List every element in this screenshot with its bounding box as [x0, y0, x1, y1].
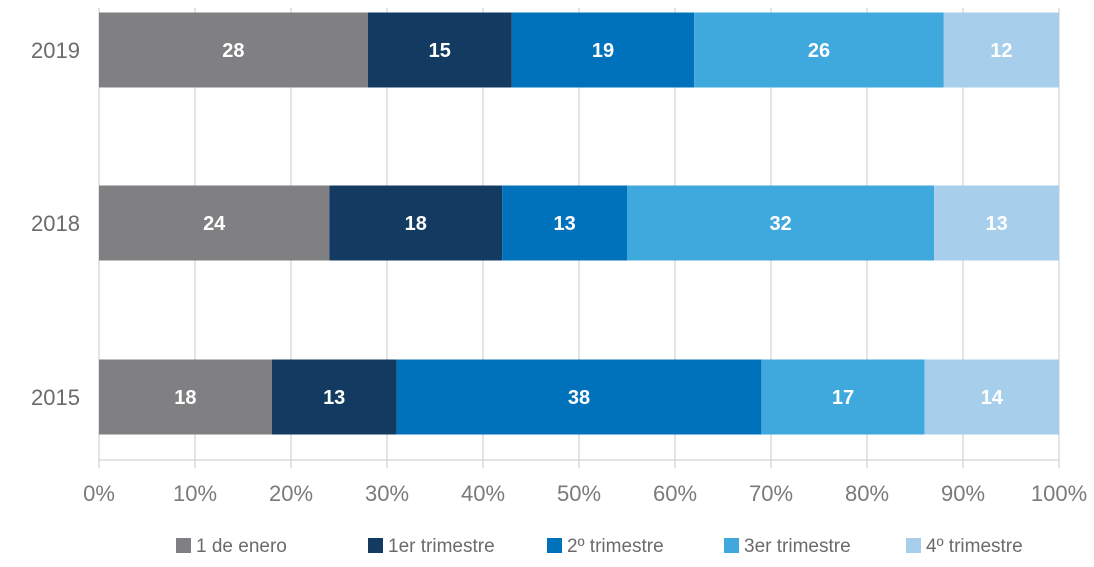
bar-segment: [934, 185, 1059, 261]
bar-segment: [943, 12, 1059, 88]
data-label: 28: [222, 40, 244, 62]
data-label: 14: [981, 387, 1004, 409]
legend-swatch: [547, 538, 562, 553]
bar-segment: [924, 359, 1059, 435]
x-tick-label: 10%: [173, 481, 217, 506]
data-label: 13: [323, 387, 345, 409]
data-label: 26: [808, 40, 830, 62]
legend: 1 de enero 1er trimestre 2º trimestre 3er t…: [176, 536, 1023, 557]
legend-label: 1 de enero: [196, 536, 287, 557]
data-label: 17: [832, 387, 854, 409]
legend-label: 2º trimestre: [567, 536, 664, 557]
bar-segment: [396, 359, 762, 435]
bar-segment: [502, 185, 627, 261]
x-tick-label: 30%: [365, 481, 409, 506]
x-tick-label: 100%: [1031, 481, 1087, 506]
data-label: 13: [985, 213, 1007, 235]
y-category-label: 2015: [31, 385, 80, 410]
axes: 0% 10% 20% 30% 40% 50% 60% 70% 80% 90% 100% 2019 201…: [31, 38, 1087, 506]
x-tick-label: 20%: [269, 481, 313, 506]
data-label: 18: [174, 387, 196, 409]
legend-label: 1er trimestre: [388, 536, 495, 557]
bar-segment: [761, 359, 925, 435]
bar-segment: [99, 12, 368, 88]
bar-segment: [99, 359, 272, 435]
legend-label: 4º trimestre: [926, 536, 1023, 557]
bar-segment: [627, 185, 935, 261]
legend-swatch: [368, 538, 383, 553]
legend-swatch: [724, 538, 739, 553]
bar-segment: [694, 12, 944, 88]
data-label: 38: [568, 387, 590, 409]
legend-swatch: [176, 538, 191, 553]
bar-segment: [99, 185, 330, 261]
bar-segment: [329, 185, 503, 261]
x-tick-label: 0%: [83, 481, 115, 506]
x-tick-label: 60%: [653, 481, 697, 506]
legend-swatch: [906, 538, 921, 553]
data-label: 24: [203, 213, 226, 235]
data-label: 18: [405, 213, 427, 235]
x-tick-label: 90%: [941, 481, 985, 506]
legend-label: 3er trimestre: [744, 536, 851, 557]
data-label: 19: [592, 40, 614, 62]
y-category-label: 2019: [31, 38, 80, 63]
bar-segment: [511, 12, 695, 88]
data-label: 15: [429, 40, 451, 62]
x-tick-label: 70%: [749, 481, 793, 506]
x-tick-label: 80%: [845, 481, 889, 506]
bars: 28 15 19 26 12 24 18 13 32 13 18 13 38 17 14: [99, 12, 1059, 435]
bar-segment: [271, 359, 397, 435]
y-category-label: 2018: [31, 211, 80, 236]
x-tick-label: 50%: [557, 481, 601, 506]
data-label: 12: [990, 40, 1012, 62]
data-label: 13: [553, 213, 575, 235]
bar-segment: [367, 12, 512, 88]
data-label: 32: [769, 213, 791, 235]
x-tick-label: 40%: [461, 481, 505, 506]
